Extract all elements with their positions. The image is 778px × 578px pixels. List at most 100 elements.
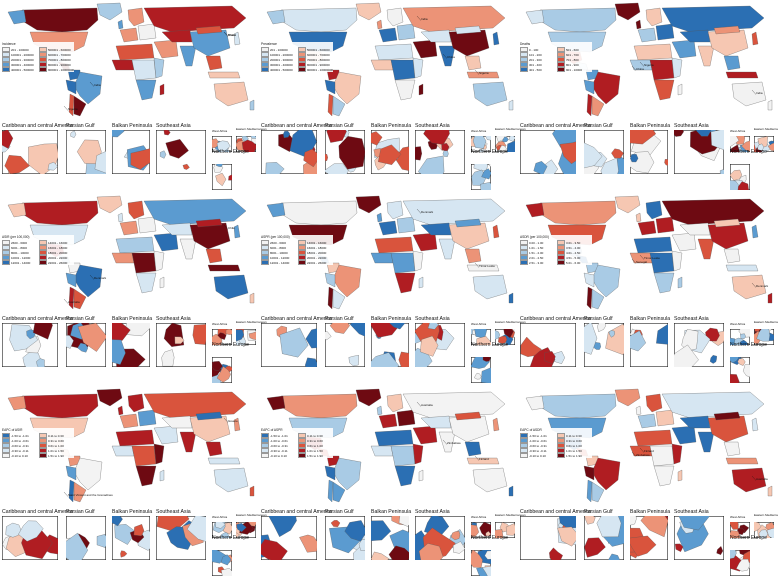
- inset-map: West Africa: [730, 515, 750, 539]
- map-legend: ASDR (per 100,000) 0.00 - 1.00 3.01 - 3.50…: [520, 235, 592, 265]
- inset-map-canvas: [66, 130, 106, 174]
- country-se-asia: [205, 441, 223, 457]
- inset-country: [415, 146, 422, 161]
- legend-label: 16001 - 18000: [307, 245, 327, 250]
- legend-label: 0.31 to 0.60: [307, 438, 323, 443]
- legend-label: 500001 - 600000: [48, 47, 71, 52]
- legend-label: -0.30 to -0.11: [529, 448, 547, 453]
- country-west-africa: [111, 59, 135, 71]
- legend-item: 1.01 to 1.50: [39, 448, 74, 453]
- country-alaska: [7, 395, 27, 411]
- country-japan: [492, 31, 500, 46]
- legend-label: -1.50 to -1.01: [529, 433, 547, 438]
- legend-item: 800001 - 900000: [298, 62, 333, 67]
- inset-map-canvas: [371, 130, 409, 174]
- country-south-africa: [394, 79, 416, 101]
- country-middle-east: [153, 39, 179, 59]
- country-indonesia: [725, 264, 759, 272]
- legend-swatch: [2, 52, 10, 57]
- inset-country: [130, 148, 150, 170]
- legend-item: 20001 - 22000: [298, 255, 333, 260]
- country-west-europe: [637, 27, 657, 43]
- legend-item: 201 - 300: [520, 57, 555, 62]
- country-madagascar: [677, 469, 683, 482]
- legend-label: 400001 - 500000: [270, 67, 293, 72]
- country-china: [448, 415, 490, 443]
- inset-country: [133, 524, 145, 537]
- inset-country: [305, 328, 317, 349]
- country-north-africa: [633, 429, 673, 447]
- legend-label: 400001 - 500000: [11, 67, 34, 72]
- inset-map-canvas: [754, 329, 774, 345]
- country-central-asia: [161, 29, 193, 43]
- country-uk: [376, 212, 383, 223]
- legend-item: 300001 - 400000: [2, 62, 37, 67]
- inset-map-canvas: [674, 130, 724, 174]
- legend-swatch: [261, 448, 269, 453]
- legend-label: 900001 - 10000000: [48, 67, 74, 72]
- legend-swatch: [39, 438, 47, 443]
- inset-country: [303, 148, 317, 168]
- inset-map: Northern Europe: [471, 342, 508, 384]
- inset-map-canvas: [212, 136, 232, 152]
- country-alaska: [525, 9, 545, 25]
- legend-item: -1.00 to -0.61: [261, 438, 296, 443]
- country-new-zealand: [508, 99, 514, 111]
- country-south-africa: [135, 79, 157, 101]
- legend-label: 100001 - 200000: [11, 52, 34, 57]
- inset-country: [221, 568, 232, 576]
- legend-item: -0.60 to -0.31: [520, 443, 555, 448]
- country-se-asia: [723, 248, 741, 264]
- inset-country: [611, 148, 624, 159]
- country-russia: [402, 5, 506, 33]
- country-india: [697, 45, 715, 67]
- legend-item: 800001 - 900000: [39, 62, 74, 67]
- country-india: [179, 238, 197, 260]
- country-mongolia: [454, 25, 482, 35]
- label-leader-line: [751, 89, 757, 95]
- country-canada: [539, 393, 617, 419]
- legend-item: 10001 - 12000: [2, 255, 37, 260]
- legend-item: 1.51 to 1.90: [39, 453, 74, 458]
- country-se-asia: [723, 441, 741, 457]
- country-chile: [68, 286, 75, 310]
- inset-country: [47, 162, 58, 171]
- legend-label: 2600 - 6000: [11, 240, 28, 245]
- country-canada: [280, 200, 358, 226]
- legend-swatch: [298, 250, 306, 255]
- inset-country: [221, 554, 232, 566]
- legend-item: -0.10 to 0.10: [2, 453, 37, 458]
- legend-label: 0.31 to 0.60: [48, 438, 64, 443]
- country-label: Brazil: [228, 33, 236, 37]
- inset-map-canvas: [112, 130, 150, 174]
- legend-label: 0 - 100: [529, 47, 539, 52]
- inset-country: [716, 546, 724, 555]
- country-greenland: [355, 388, 382, 407]
- country-east-africa: [671, 443, 683, 465]
- country-east-europe: [655, 216, 675, 234]
- country-east-africa: [671, 57, 683, 79]
- country-canada: [21, 393, 99, 419]
- regional-insets: Caribbean and central America Persian Gul…: [0, 123, 267, 190]
- country-west-europe: [637, 220, 657, 236]
- inset-country: [656, 323, 668, 345]
- inset-map-canvas: [2, 130, 58, 174]
- inset-country: [228, 174, 232, 181]
- country-canada: [21, 200, 99, 226]
- country-india: [697, 431, 715, 453]
- inset-map: Southeast Asia: [415, 316, 465, 368]
- country-greenland: [355, 195, 382, 214]
- country-north-africa: [374, 43, 414, 61]
- inset-map-canvas: [730, 136, 750, 152]
- label-leader-line: [223, 31, 229, 37]
- inset-map: Northern Europe: [212, 342, 249, 384]
- country-canada: [539, 7, 617, 33]
- inset-country: [236, 339, 242, 345]
- legend-item: 2600 - 6000: [261, 240, 296, 245]
- legend-item: 18001 - 20000: [298, 250, 333, 255]
- inset-map-canvas: [471, 550, 491, 576]
- legend-label: 501 - 600: [566, 47, 579, 52]
- inset-country: [398, 351, 409, 367]
- legend-label: -0.30 to -0.11: [270, 448, 288, 453]
- inset-country: [584, 516, 596, 525]
